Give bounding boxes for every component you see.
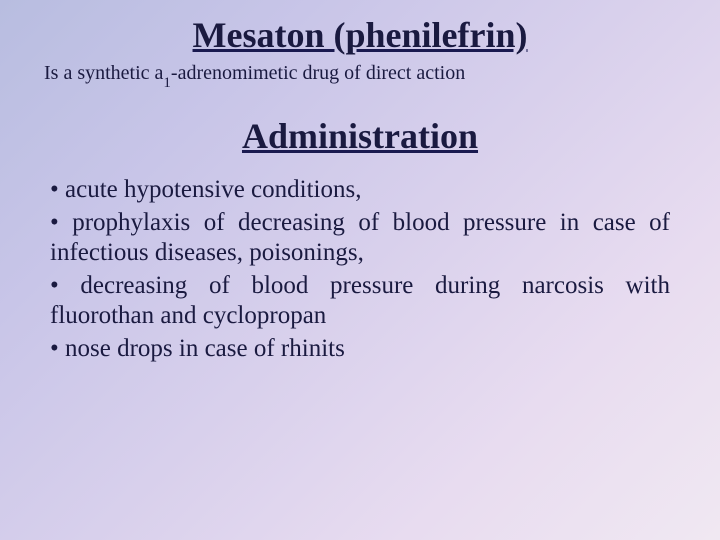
section-title: Administration [44,115,676,157]
slide: Mesaton (phenilefrin) Is a synthetic a1-… [0,0,720,540]
subtitle: Is a synthetic a1-adrenomimetic drug of … [44,62,676,89]
list-item: • acute hypotensive conditions, [50,175,670,206]
bullet-list: • acute hypotensive conditions, • prophy… [44,175,676,364]
subtitle-pre: Is a synthetic a [44,62,163,84]
list-item: • decreasing of blood pressure during na… [50,271,670,332]
main-title: Mesaton (phenilefrin) [44,14,676,56]
subtitle-post: -adrenomimetic drug of direct action [171,62,465,84]
list-item: • prophylaxis of decreasing of blood pre… [50,208,670,269]
list-item: • nose drops in case of rhinits [50,334,670,365]
subtitle-subscript: 1 [163,75,171,91]
